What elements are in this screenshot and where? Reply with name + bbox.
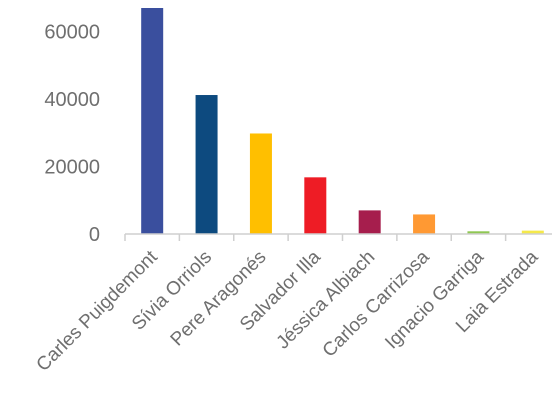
bar xyxy=(195,95,218,235)
x-axis-tick-marks xyxy=(124,234,507,241)
bar xyxy=(358,210,381,234)
bars xyxy=(141,8,544,235)
y-tick-label: 20000 xyxy=(44,157,100,179)
bar xyxy=(249,133,272,234)
y-axis-ticks: 0 20000 40000 60000 xyxy=(44,22,100,246)
bar xyxy=(304,177,327,234)
bar xyxy=(413,214,436,234)
x-category-label: Jéssica Albiach xyxy=(273,247,380,354)
bar xyxy=(141,8,164,234)
bar xyxy=(467,231,490,234)
x-category-label: Pere Aragonés xyxy=(167,247,271,351)
bar xyxy=(521,230,544,234)
y-tick-label: 60000 xyxy=(44,22,100,44)
x-category-label: Ignacio Garriga xyxy=(381,246,488,353)
y-tick-label: 40000 xyxy=(44,89,100,111)
y-tick-label: 0 xyxy=(89,224,100,246)
